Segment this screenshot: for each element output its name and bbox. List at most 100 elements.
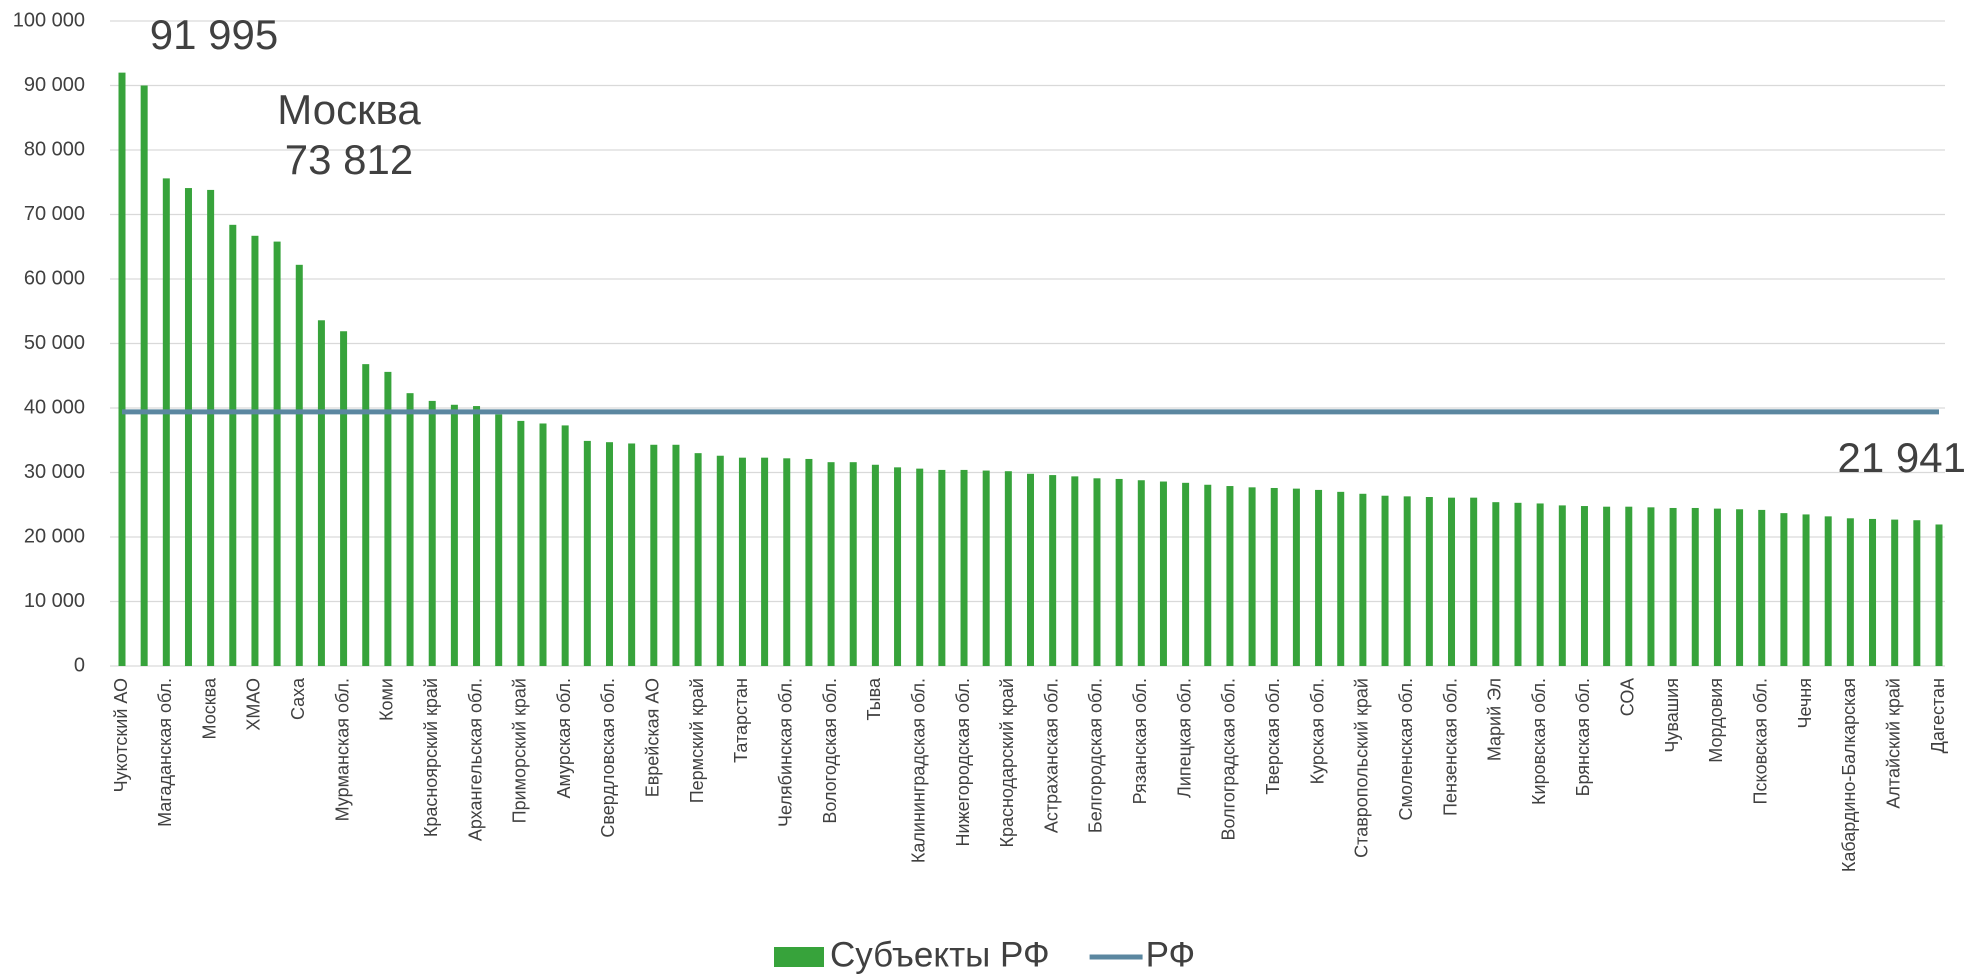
bar xyxy=(694,453,702,666)
x-tick-label: Чукотский АО xyxy=(111,678,131,792)
x-tick-label: Марий Эл xyxy=(1485,678,1505,761)
bar xyxy=(1669,507,1677,666)
x-tick-label: Красноярский край xyxy=(421,678,441,837)
bar xyxy=(428,400,436,666)
bar xyxy=(938,469,946,666)
bar xyxy=(916,468,924,666)
x-tick-label: Москва xyxy=(199,677,219,739)
bar xyxy=(1004,471,1012,666)
y-tick-label: 50 000 xyxy=(24,332,85,354)
bar xyxy=(1625,506,1633,666)
y-tick-label: 20 000 xyxy=(24,525,85,547)
bar xyxy=(517,420,525,666)
bar xyxy=(805,458,813,666)
bar xyxy=(295,264,303,666)
x-tick-label: Пермский край xyxy=(687,678,707,803)
x-tick-label: Коми xyxy=(377,678,397,721)
x-tick-label: Брянская обл. xyxy=(1573,678,1593,796)
x-tick-label: Саха xyxy=(288,677,308,720)
y-tick-label: 40 000 xyxy=(24,396,85,418)
x-tick-label: Алтайский край xyxy=(1883,678,1903,809)
bar xyxy=(1115,478,1123,666)
bar xyxy=(605,442,613,666)
bar xyxy=(1248,487,1256,666)
x-tick-label: Смоленская обл. xyxy=(1396,678,1416,821)
bar xyxy=(184,188,192,666)
bar xyxy=(1736,509,1744,666)
bar xyxy=(1049,475,1057,666)
bar xyxy=(1270,487,1278,666)
bar xyxy=(495,414,503,666)
x-tick-label: Курская обл. xyxy=(1307,678,1327,784)
bar xyxy=(1359,493,1367,666)
bar xyxy=(1137,480,1145,666)
bar xyxy=(1315,489,1323,666)
x-tick-label: Астраханская обл. xyxy=(1041,678,1061,833)
bar xyxy=(672,444,680,666)
y-tick-label: 10 000 xyxy=(24,590,85,612)
y-tick-label: 70 000 xyxy=(24,203,85,225)
bar xyxy=(362,364,370,666)
x-tick-label: Магаданская обл. xyxy=(155,678,175,827)
x-tick-label: Свердловская обл. xyxy=(598,678,618,838)
bar xyxy=(1470,497,1478,666)
x-tick-label: Чечня xyxy=(1795,678,1815,728)
bar xyxy=(1492,502,1500,666)
bar xyxy=(473,406,481,666)
bar xyxy=(561,425,569,666)
x-tick-label: Вологодская обл. xyxy=(820,678,840,824)
bar xyxy=(1603,506,1611,666)
bar xyxy=(273,241,281,666)
x-tick-label: Рязанская обл. xyxy=(1130,678,1150,804)
bar xyxy=(1758,509,1766,666)
y-tick-label: 0 xyxy=(74,654,85,676)
bar xyxy=(783,458,791,666)
x-tick-label: Дагестан xyxy=(1928,678,1948,753)
bar xyxy=(450,404,458,666)
y-tick-label: 60 000 xyxy=(24,267,85,289)
bar xyxy=(1337,491,1345,666)
legend-item: Субъекты РФ xyxy=(774,935,1050,974)
x-tick-label: Мурманская обл. xyxy=(332,678,352,821)
y-tick-label: 80 000 xyxy=(24,138,85,160)
bar xyxy=(583,440,591,666)
bar xyxy=(1536,503,1544,666)
bar xyxy=(539,423,547,666)
bar xyxy=(118,72,126,666)
bar xyxy=(340,331,348,666)
bar xyxy=(982,470,990,666)
x-tick-label: Кировская обл. xyxy=(1529,678,1549,805)
bar xyxy=(894,467,902,666)
legend-label: Субъекты РФ xyxy=(830,935,1050,974)
x-tick-label: Нижегородская обл. xyxy=(953,678,973,846)
x-tick-label: Калининградская обл. xyxy=(908,678,928,863)
legend-label: РФ xyxy=(1146,935,1196,974)
x-tick-label: Белгородская обл. xyxy=(1086,678,1106,833)
bar xyxy=(1204,484,1212,666)
bar xyxy=(1846,518,1854,666)
bar xyxy=(761,457,769,666)
x-tick-label: Псковская обл. xyxy=(1750,678,1770,804)
bar xyxy=(1558,505,1566,666)
bar xyxy=(1403,496,1411,666)
x-tick-label: Приморский край xyxy=(510,678,530,823)
x-tick-label: Архангельская обл. xyxy=(465,678,485,841)
x-tick-label: Волгоградская обл. xyxy=(1219,678,1239,840)
x-tick-label: Краснодарский край xyxy=(997,678,1017,848)
bar xyxy=(251,235,259,666)
bar xyxy=(1713,508,1721,666)
data-label: 21 941 xyxy=(1838,434,1966,481)
bar xyxy=(716,455,724,666)
bar xyxy=(1514,502,1522,666)
y-tick-label: 30 000 xyxy=(24,461,85,483)
bar xyxy=(406,393,414,666)
x-tick-label: Еврейская АО xyxy=(643,678,663,797)
x-tick-label: Пензенская обл. xyxy=(1440,678,1460,816)
bar xyxy=(1027,473,1034,666)
x-tick-label: Тыва xyxy=(864,677,884,721)
bar xyxy=(207,189,215,666)
bar xyxy=(827,462,835,666)
bar xyxy=(628,443,636,666)
